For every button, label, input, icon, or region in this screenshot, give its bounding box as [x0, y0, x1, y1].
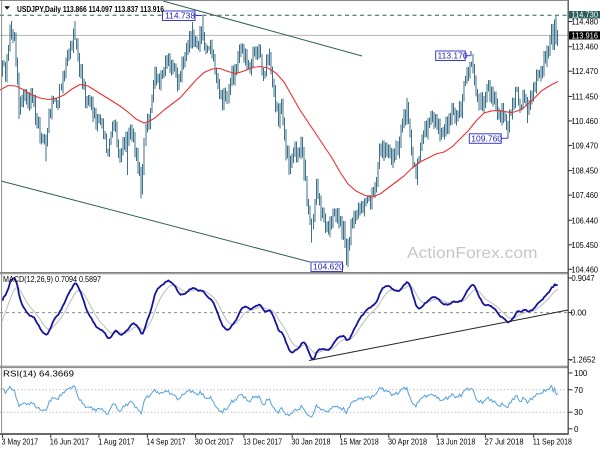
svg-text:107.460: 107.460 — [572, 191, 599, 200]
svg-text:30 Apr 2018: 30 Apr 2018 — [388, 438, 427, 447]
svg-text:112.470: 112.470 — [572, 67, 599, 76]
svg-text:1 Aug 2017: 1 Aug 2017 — [98, 438, 135, 447]
svg-text:USDJPY,Daily 113.866 114.097: USDJPY,Daily 113.866 114.097 113.837 113… — [17, 5, 164, 14]
svg-text:0: 0 — [574, 425, 579, 434]
svg-text:0.00: 0.00 — [571, 309, 588, 318]
svg-text:ActionForex.com: ActionForex.com — [407, 245, 538, 262]
svg-text:114.738: 114.738 — [165, 11, 195, 21]
svg-text:70: 70 — [574, 386, 583, 395]
svg-text:108.450: 108.450 — [572, 167, 599, 176]
svg-text:100: 100 — [574, 369, 588, 378]
svg-text:106.440: 106.440 — [572, 216, 599, 225]
svg-text:114.730: 114.730 — [572, 10, 599, 19]
svg-text:109.470: 109.470 — [572, 141, 599, 150]
svg-text:3 May 2017: 3 May 2017 — [2, 438, 39, 447]
svg-text:111.450: 111.450 — [572, 92, 599, 101]
svg-text:RSI(14) 64.3669: RSI(14) 64.3669 — [3, 370, 75, 379]
svg-text:MACD(12,26,9) 0.7094 0.5897: MACD(12,26,9) 0.7094 0.5897 — [3, 275, 101, 284]
svg-text:-1.2652: -1.2652 — [570, 356, 597, 365]
svg-text:104.620: 104.620 — [313, 262, 344, 272]
svg-text:105.450: 105.450 — [572, 241, 599, 250]
svg-text:113.460: 113.460 — [572, 43, 599, 52]
svg-text:113.916: 113.916 — [572, 31, 599, 40]
svg-text:15 Mar 2018: 15 Mar 2018 — [340, 438, 379, 447]
svg-text:104.460: 104.460 — [572, 265, 599, 274]
svg-text:30: 30 — [574, 408, 583, 417]
svg-text:113.170: 113.170 — [438, 51, 468, 61]
svg-text:30 Jan 2018: 30 Jan 2018 — [291, 438, 330, 447]
svg-text:13 Jun 2018: 13 Jun 2018 — [436, 438, 475, 447]
svg-text:16 Jun 2017: 16 Jun 2017 — [50, 438, 89, 447]
svg-text:0.9047: 0.9047 — [572, 274, 596, 283]
svg-text:114.480: 114.480 — [572, 18, 599, 27]
svg-text:109.760: 109.760 — [471, 134, 502, 144]
svg-text:30 Oct 2017: 30 Oct 2017 — [195, 438, 234, 447]
svg-text:13 Dec 2017: 13 Dec 2017 — [243, 438, 282, 447]
svg-text:27 Jul 2018: 27 Jul 2018 — [485, 438, 525, 447]
svg-text:11 Sep 2018: 11 Sep 2018 — [533, 438, 572, 447]
svg-text:110.460: 110.460 — [572, 117, 599, 126]
svg-text:14 Sep 2017: 14 Sep 2017 — [147, 438, 186, 447]
